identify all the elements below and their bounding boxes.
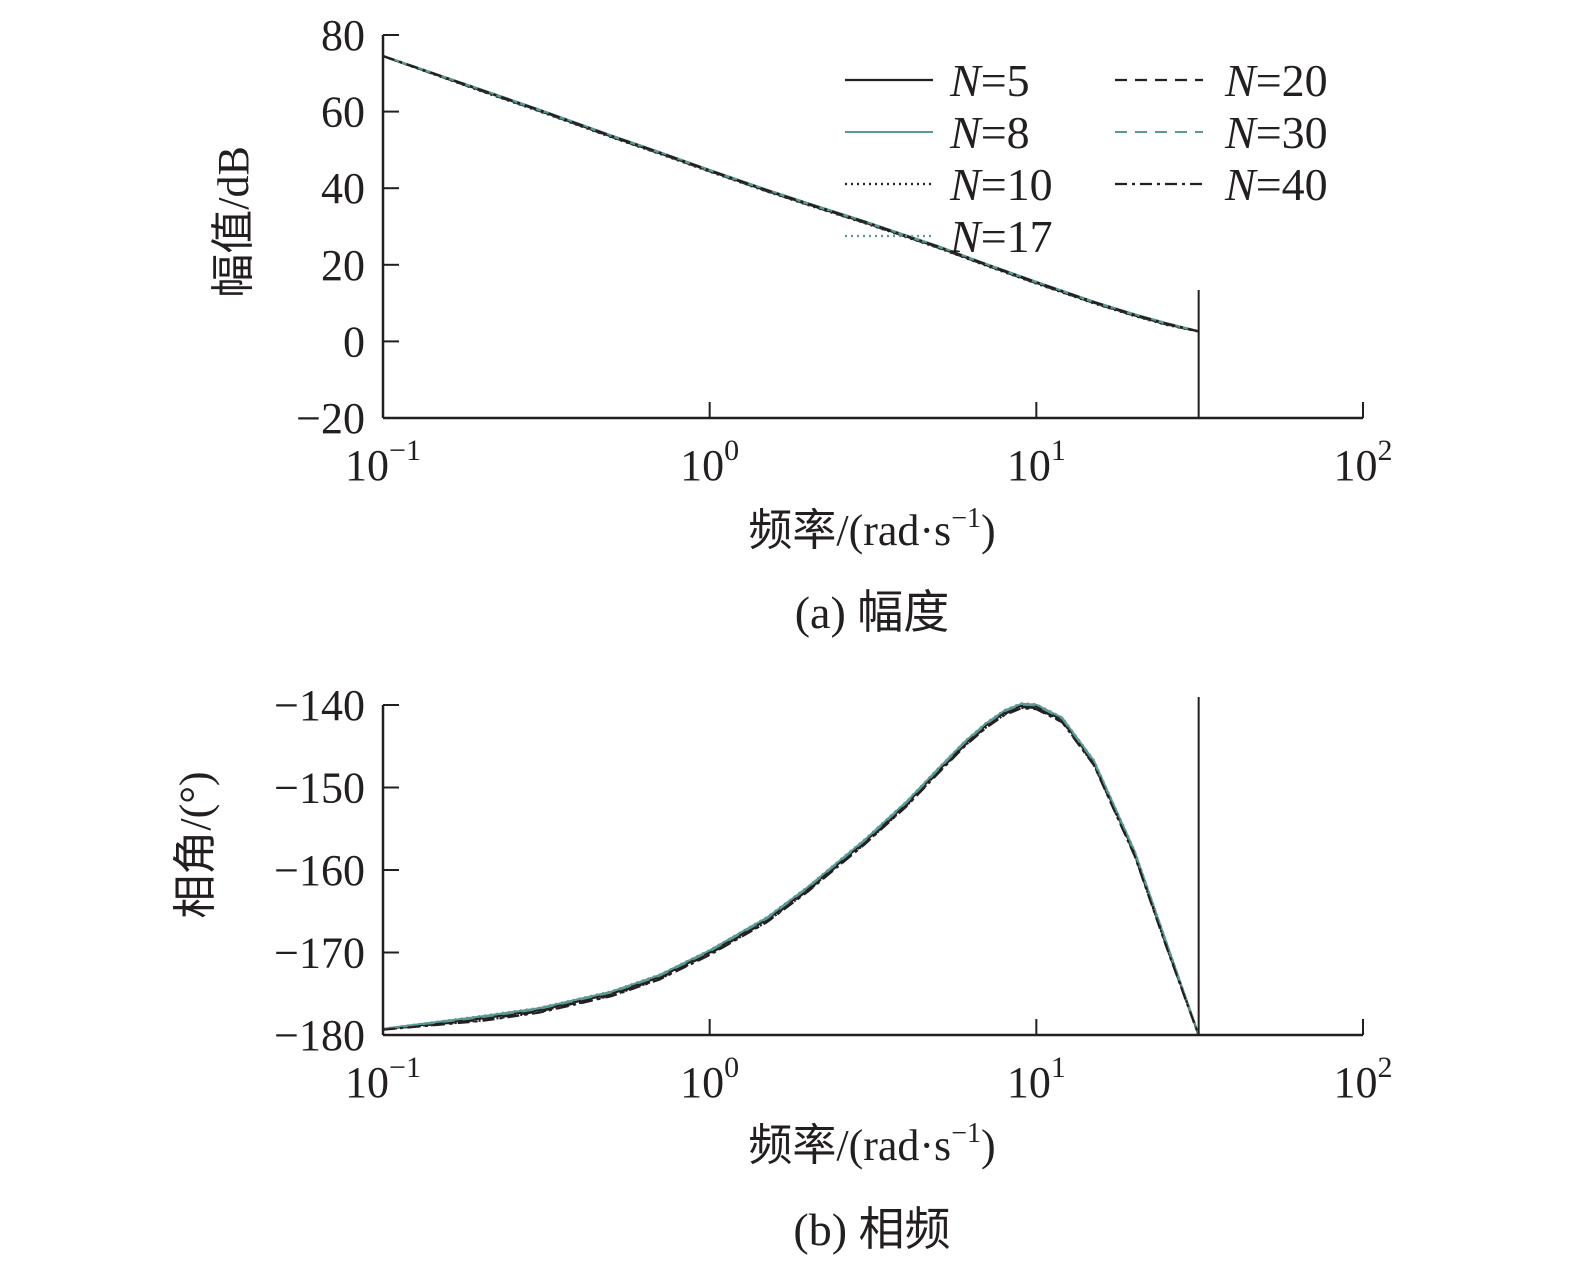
series-line-N-20 (382, 706, 1200, 1036)
phase-chart: 10−1 100 101 102 −140 −150 −160 −170 −180 相角/(°)… (171, 681, 1393, 1255)
series-line-N-40 (382, 707, 1200, 1036)
x-tick-label: 102 (1334, 434, 1393, 490)
magnitude-axes (381, 34, 1364, 420)
y-tick-label: 60 (321, 88, 365, 137)
magnitude-caption: (a) 幅度 (795, 587, 950, 638)
x-tick-label: 10−1 (345, 434, 421, 490)
legend-label: N=30 (1224, 107, 1328, 158)
x-tick-label: 102 (1334, 1051, 1393, 1107)
y-tick-label: −140 (274, 681, 365, 730)
series-line-N-17 (382, 702, 1200, 1035)
x-tick-label: 100 (680, 434, 739, 490)
y-tick-label: 80 (321, 11, 365, 60)
magnitude-y-axis-label: 幅值/dB (209, 146, 258, 298)
x-tick-label: 100 (680, 1051, 739, 1107)
y-tick-label: −170 (274, 929, 365, 978)
magnitude-curves (382, 54, 1199, 333)
series-line-N-8 (382, 702, 1200, 1035)
y-tick-label: −180 (274, 1011, 365, 1060)
legend-label: N=17 (949, 211, 1053, 262)
y-tick-label: 40 (321, 164, 365, 213)
x-tick-label: 101 (1007, 1051, 1066, 1107)
series-line-N-30 (382, 703, 1200, 1036)
x-tick-label: 101 (1007, 434, 1066, 490)
legend-label: N=10 (949, 159, 1053, 210)
phase-tick-labels: 10−1 100 101 102 −140 −150 −160 −170 −180 (274, 681, 1392, 1107)
series-line-N-5 (382, 704, 1200, 1036)
magnitude-x-axis-label: 频率/(rad·s−1) (748, 503, 995, 555)
magnitude-tick-labels: 10−1 100 101 102 80 60 40 20 0 −20 (296, 11, 1392, 490)
series-line-N-8 (382, 54, 1199, 333)
series-line-N-40 (382, 54, 1199, 333)
phase-curves (382, 702, 1200, 1036)
legend-label: N=5 (949, 55, 1030, 106)
y-tick-label: −150 (274, 764, 365, 813)
legend-label: N=20 (1224, 55, 1328, 106)
phase-y-axis-label: 相角/(°) (171, 771, 220, 918)
y-tick-label: 20 (321, 241, 365, 290)
x-tick-label: 10−1 (345, 1051, 421, 1107)
series-line-N-10 (382, 706, 1200, 1036)
phase-axes (381, 704, 1364, 1037)
legend-label: N=40 (1224, 159, 1328, 210)
phase-x-axis-label: 频率/(rad·s−1) (748, 1118, 995, 1170)
phase-caption: (b) 相频 (793, 1204, 950, 1255)
legend-label: N=8 (949, 107, 1030, 158)
y-tick-label: −20 (296, 394, 365, 443)
legend: N=5N=8N=10N=17 N=20N=30N=40 (845, 55, 1328, 262)
y-tick-label: 0 (343, 317, 365, 366)
y-tick-label: −160 (274, 846, 365, 895)
magnitude-chart: 10−1 100 101 102 80 60 40 20 0 −20 幅值/dB 频率/(rad·… (209, 11, 1393, 638)
